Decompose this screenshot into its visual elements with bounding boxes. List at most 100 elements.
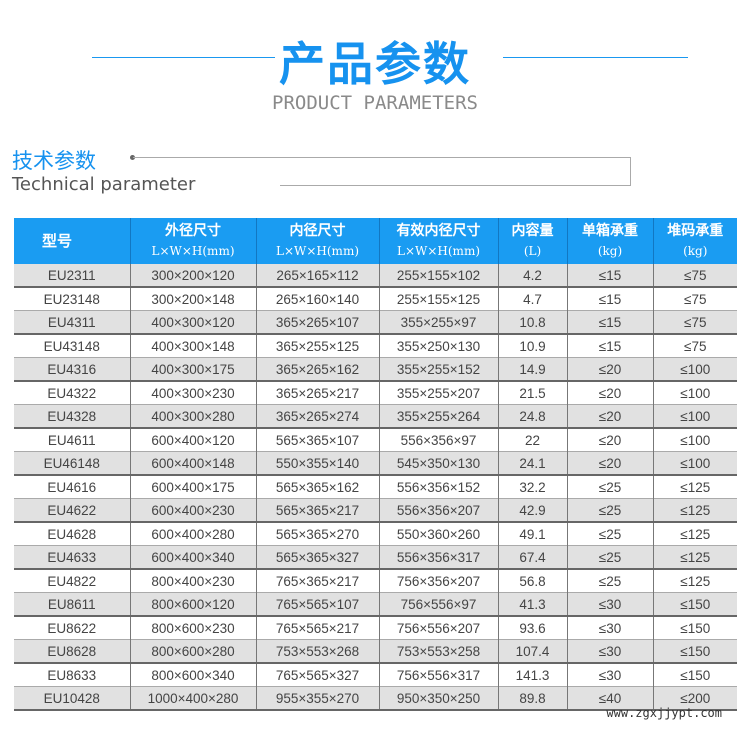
table-cell: EU4622 bbox=[14, 498, 130, 522]
column-header-label: 型号 bbox=[42, 232, 73, 250]
table-cell: 753×553×258 bbox=[378, 639, 498, 663]
column-header-label: 外径尺寸 bbox=[165, 223, 221, 239]
table-cell: 400×300×230 bbox=[129, 381, 256, 405]
table-cell: EU4616 bbox=[47, 479, 97, 495]
watermark: www.zgxjjypt.com bbox=[606, 706, 722, 720]
table-cell: EU8633 bbox=[47, 667, 97, 683]
table-cell: EU4322 bbox=[47, 385, 97, 401]
table-cell: 800×600×230 bbox=[129, 616, 256, 640]
table-row: EU8628 800×600×280 753×553×268 753×553×258 1… bbox=[14, 639, 737, 663]
table-row: EU4633 600×400×340 565×365×327 556×356×317 6… bbox=[14, 545, 737, 569]
table-cell: 756×556×207 bbox=[378, 616, 498, 640]
table-cell: 765×565×107 bbox=[255, 592, 379, 616]
table-cell: 550×360×260 bbox=[378, 522, 498, 546]
table-cell: 955×355×270 bbox=[255, 686, 379, 710]
table-cell: 41.3 bbox=[497, 592, 567, 616]
table-row: EU8622 800×600×230 765×565×217 756×556×207 9… bbox=[14, 616, 737, 640]
table-cell: ≤30 bbox=[566, 592, 653, 616]
table-row: EU8611 800×600×120 765×565×107 756×556×97 41… bbox=[14, 592, 737, 616]
section-title-en: Technical parameter bbox=[12, 174, 196, 195]
table-cell: ≤75 bbox=[652, 310, 737, 334]
table-cell: 14.9 bbox=[497, 357, 567, 381]
table-cell: 565×365×217 bbox=[255, 498, 379, 522]
column-header: 有效内径尺寸 L×W×H(mm) bbox=[378, 218, 498, 264]
table-cell: 255×155×125 bbox=[378, 287, 498, 311]
table-cell: ≤40 bbox=[566, 686, 653, 710]
table-cell: 756×556×97 bbox=[378, 592, 498, 616]
table-cell: EU2311 bbox=[14, 264, 130, 287]
table-body: EU2311 300×200×120 265×165×112 255×155×102 4… bbox=[14, 264, 737, 710]
table-cell: ≤15 bbox=[566, 310, 653, 334]
table-cell: ≤25 bbox=[566, 522, 653, 546]
table-row: EU8633 800×600×340 765×565×327 756×556×317 1… bbox=[14, 663, 737, 687]
column-header-label: 单箱承重 bbox=[582, 223, 638, 239]
column-header-label: 内容量 bbox=[511, 223, 554, 239]
table-row: EU4628 600×400×280 565×365×270 550×360×260 4… bbox=[14, 522, 737, 546]
table-cell: 265×160×140 bbox=[255, 287, 379, 311]
parameter-table: 型号 外径尺寸 L×W×H(mm) 内径尺寸 L×W×H(mm) 有效内径尺寸 L×W×H(… bbox=[14, 218, 737, 711]
table-cell: ≤125 bbox=[652, 475, 737, 499]
table-cell: ≤20 bbox=[566, 404, 653, 428]
table-cell: 365×265×274 bbox=[255, 404, 379, 428]
table-cell: 400×300×120 bbox=[129, 310, 256, 334]
table-cell: ≤20 bbox=[566, 357, 653, 381]
table-cell: 265×165×112 bbox=[255, 264, 379, 287]
table-cell: 22 bbox=[497, 428, 567, 452]
table-cell: EU46148 bbox=[14, 451, 130, 475]
table-cell: 107.4 bbox=[497, 639, 567, 663]
column-header-unit: (kg) bbox=[597, 244, 623, 258]
table-cell: 355×255×152 bbox=[378, 357, 498, 381]
table-cell: 24.8 bbox=[497, 404, 567, 428]
column-header-label: 有效内径尺寸 bbox=[396, 223, 481, 239]
column-header: 单箱承重 (kg) bbox=[566, 218, 653, 264]
table-cell: 10.8 bbox=[497, 310, 567, 334]
table-cell: 800×600×280 bbox=[129, 639, 256, 663]
table-cell: ≤125 bbox=[652, 545, 737, 569]
column-header-unit: (kg) bbox=[683, 244, 708, 258]
table-cell: ≤30 bbox=[566, 663, 653, 687]
table-cell: 400×300×175 bbox=[129, 357, 256, 381]
table-cell: 10.9 bbox=[497, 334, 567, 358]
table-cell: 765×365×217 bbox=[255, 569, 379, 593]
table-cell: 800×600×120 bbox=[129, 592, 256, 616]
table-cell: 365×265×217 bbox=[255, 381, 379, 405]
table-cell: ≤15 bbox=[566, 334, 653, 358]
table-cell: ≤150 bbox=[652, 592, 737, 616]
table-cell: ≤25 bbox=[566, 545, 653, 569]
table-cell: EU4316 bbox=[14, 357, 130, 381]
table-cell: 753×553×268 bbox=[255, 639, 379, 663]
table-cell: 355×255×207 bbox=[378, 381, 498, 405]
table-header-row: 型号 外径尺寸 L×W×H(mm) 内径尺寸 L×W×H(mm) 有效内径尺寸 L×W×H(… bbox=[14, 218, 737, 264]
table-cell: EU8628 bbox=[14, 639, 130, 663]
table-row: EU46148 600×400×148 550×355×140 545×350×130… bbox=[14, 451, 737, 475]
table-cell: 556×356×152 bbox=[378, 475, 498, 499]
table-cell: ≤125 bbox=[652, 569, 737, 593]
column-header-label: 内径尺寸 bbox=[289, 223, 346, 239]
table-cell: 565×365×107 bbox=[255, 428, 379, 452]
column-header-unit: L×W×H(mm) bbox=[151, 244, 235, 258]
table-cell: 550×355×140 bbox=[255, 451, 379, 475]
table-cell: ≤100 bbox=[652, 357, 737, 381]
table-cell: EU8622 bbox=[47, 620, 97, 636]
column-header-label: 堆码承重 bbox=[667, 223, 724, 239]
title-line-left bbox=[92, 57, 275, 58]
table-cell: 255×155×102 bbox=[378, 264, 498, 287]
table-cell: 556×356×207 bbox=[378, 498, 498, 522]
page-title: 产品参数 bbox=[279, 37, 471, 91]
column-header: 堆码承重 (kg) bbox=[652, 218, 737, 264]
table-cell: 24.1 bbox=[497, 451, 567, 475]
table-row: EU43148 400×300×148 365×255×125 355×250×130… bbox=[14, 334, 737, 358]
table-cell: 600×400×340 bbox=[129, 545, 256, 569]
table-cell: ≤200 bbox=[652, 686, 737, 710]
table-cell: 93.6 bbox=[497, 616, 567, 640]
table-cell: ≤25 bbox=[566, 498, 653, 522]
table-cell: 600×400×120 bbox=[129, 428, 256, 452]
table-cell: ≤100 bbox=[652, 404, 737, 428]
page-subtitle: PRODUCT PARAMETERS bbox=[272, 92, 478, 114]
table-cell: 4.2 bbox=[497, 264, 567, 287]
table-cell: 400×300×280 bbox=[129, 404, 256, 428]
table-cell: 89.8 bbox=[497, 686, 567, 710]
decorative-bracket-line-bottom bbox=[280, 185, 630, 186]
table-row: EU4611 600×400×120 565×365×107 556×356×97 22… bbox=[14, 428, 737, 452]
table-cell: ≤150 bbox=[652, 639, 737, 663]
